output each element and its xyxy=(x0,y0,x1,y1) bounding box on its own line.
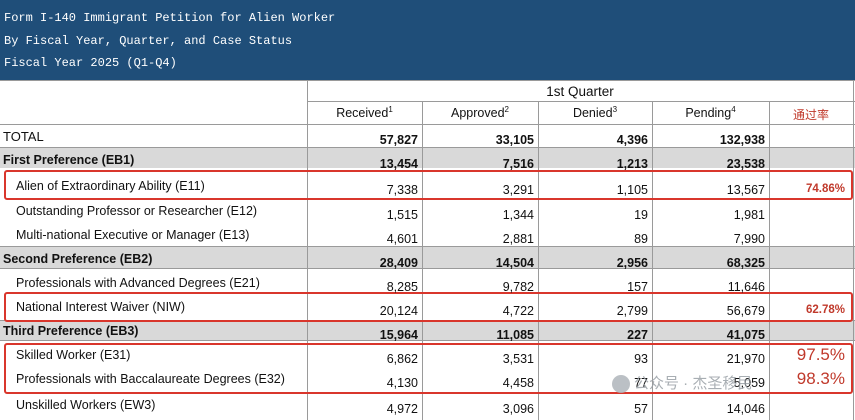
row-label: Third Preference (EB3) xyxy=(3,324,139,338)
grid-line xyxy=(307,80,308,420)
row-label: Alien of Extraordinary Ability (E11) xyxy=(16,179,205,193)
watermark: 公众号 · 杰圣移民 xyxy=(612,372,752,394)
row-label: Unskilled Workers (EW3) xyxy=(16,398,156,412)
cell-received: 57,827 xyxy=(379,133,418,147)
cell-denied: 19 xyxy=(634,208,648,222)
cell-received: 20,124 xyxy=(379,304,418,318)
cell-approved: 4,458 xyxy=(502,376,534,390)
grid-line xyxy=(0,246,855,247)
row-label: Outstanding Professor or Researcher (E12… xyxy=(16,204,258,218)
grid-line xyxy=(307,101,855,102)
approval-rate: 97.5% xyxy=(796,345,845,364)
grid-line xyxy=(0,340,855,341)
cell-denied: 1,105 xyxy=(616,183,648,197)
quarter-header: 1st Quarter xyxy=(546,84,614,99)
cell-denied: 77 xyxy=(634,376,648,390)
grid-line xyxy=(0,268,855,269)
cell-pending: 14,046 xyxy=(726,402,765,416)
cell-approved: 7,516 xyxy=(502,157,534,171)
cell-pending: 7,990 xyxy=(733,232,765,246)
approval-rate: 98.3% xyxy=(796,369,845,388)
column-header-approval-rate: 通过率 xyxy=(792,108,829,122)
row-label: Professionals with Advanced Degrees (E21… xyxy=(16,276,260,290)
cell-received: 15,964 xyxy=(379,328,418,342)
cell-approved: 4,722 xyxy=(502,304,534,318)
cell-pending: 41,075 xyxy=(726,328,765,342)
report-subtitle: By Fiscal Year, Quarter, and Case Status xyxy=(4,34,293,48)
cell-denied: 4,396 xyxy=(616,133,648,147)
cell-pending: 11,646 xyxy=(727,280,765,294)
highlight-box-e11 xyxy=(4,170,853,200)
report-header: Form I-140 Immigrant Petition for Alien … xyxy=(0,0,855,80)
cell-received: 8,285 xyxy=(386,280,418,294)
grid-line xyxy=(853,80,854,420)
cell-denied: 57 xyxy=(634,402,648,416)
cell-approved: 14,504 xyxy=(495,256,534,270)
cell-denied: 2,799 xyxy=(616,304,648,318)
section-band-eb1 xyxy=(0,148,855,168)
row-label: TOTAL xyxy=(3,129,44,144)
cell-approved: 3,531 xyxy=(502,352,534,366)
highlight-box-eb3 xyxy=(4,343,853,394)
row-label: Skilled Worker (E31) xyxy=(16,348,131,362)
cell-denied: 2,956 xyxy=(616,256,648,270)
cell-pending: 5,059 xyxy=(733,376,765,390)
grid-line xyxy=(0,147,855,148)
cell-approved: 2,881 xyxy=(502,232,534,246)
cell-received: 13,454 xyxy=(379,157,418,171)
column-header-denied: Denied3 xyxy=(572,105,618,121)
grid-line xyxy=(422,101,423,420)
grid-line xyxy=(652,101,653,420)
highlight-box-niw xyxy=(4,292,853,322)
section-band-eb3 xyxy=(0,320,855,340)
row-label: Professionals with Baccalaureate Degrees… xyxy=(16,372,285,386)
cell-pending: 56,679 xyxy=(726,304,765,318)
column-header-received: Received1 xyxy=(336,105,393,121)
cell-received: 4,130 xyxy=(386,376,418,390)
cell-approved: 9,782 xyxy=(502,280,534,294)
cell-pending: 1,981 xyxy=(733,208,765,222)
row-label: National Interest Waiver (NIW) xyxy=(16,300,186,314)
cell-denied: 89 xyxy=(634,232,648,246)
grid-line xyxy=(0,124,855,125)
cell-approved: 1,344 xyxy=(502,208,534,222)
cell-pending: 21,970 xyxy=(726,352,765,366)
cell-received: 6,862 xyxy=(386,352,418,366)
cell-received: 4,972 xyxy=(386,402,418,416)
cell-received: 4,601 xyxy=(386,232,418,246)
column-header-approved: Approved2 xyxy=(451,105,509,121)
cell-pending: 68,325 xyxy=(726,256,765,270)
cell-denied: 1,213 xyxy=(616,157,648,171)
cell-pending: 132,938 xyxy=(719,133,765,147)
row-label: First Preference (EB1) xyxy=(3,153,135,167)
cell-received: 7,338 xyxy=(386,183,418,197)
cell-approved: 3,096 xyxy=(502,402,534,416)
column-header-pending: Pending4 xyxy=(685,105,736,121)
row-label: Second Preference (EB2) xyxy=(3,252,153,266)
approval-rate: 62.78% xyxy=(805,304,845,316)
cell-received: 28,409 xyxy=(379,256,418,270)
cell-pending: 13,567 xyxy=(726,183,765,197)
cell-approved: 33,105 xyxy=(495,133,534,147)
cell-approved: 11,085 xyxy=(496,328,534,342)
cell-received: 1,515 xyxy=(386,208,418,222)
cell-denied: 93 xyxy=(634,352,648,366)
wechat-icon xyxy=(612,375,630,394)
cell-approved: 3,291 xyxy=(502,183,534,197)
grid-line xyxy=(0,80,855,81)
row-label: Multi-national Executive or Manager (E13… xyxy=(16,228,250,242)
cell-denied: 227 xyxy=(627,328,648,342)
cell-denied: 157 xyxy=(627,280,648,294)
grid-line xyxy=(769,101,770,420)
report-title: Form I-140 Immigrant Petition for Alien … xyxy=(4,11,336,25)
grid-line xyxy=(538,101,539,420)
report-fiscal-year: Fiscal Year 2025 (Q1-Q4) xyxy=(4,56,177,70)
section-band-eb2 xyxy=(0,246,855,268)
approval-rate: 74.86% xyxy=(805,183,845,195)
cell-pending: 23,538 xyxy=(726,157,765,171)
